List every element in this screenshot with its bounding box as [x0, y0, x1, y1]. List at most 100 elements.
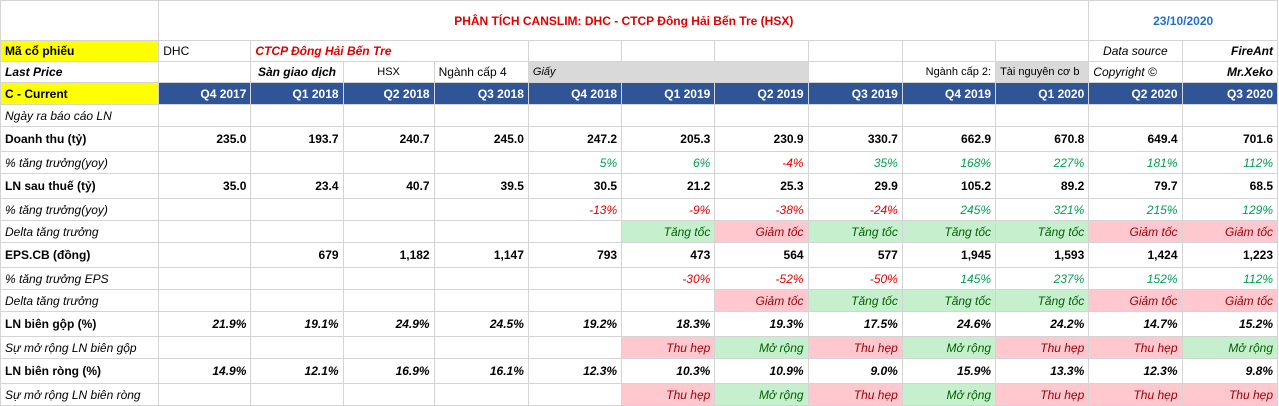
growth-cell[interactable] [433, 198, 529, 221]
growth-cell[interactable]: -38% [714, 198, 809, 221]
row-label[interactable]: Delta tăng trưởng [0, 289, 160, 312]
row-label[interactable]: Doanh thu (tỷ) [0, 126, 160, 152]
quarter-header[interactable]: Q1 2018 [250, 82, 344, 105]
empty-cell[interactable] [158, 104, 252, 127]
value-cell[interactable]: 247.2 [527, 126, 623, 152]
row-label[interactable]: Sự mở rộng LN biên gộp [0, 336, 160, 359]
growth-cell[interactable]: -4% [714, 151, 809, 174]
growth-cell[interactable] [158, 267, 252, 290]
status-badge[interactable]: Thu hẹp [621, 383, 716, 406]
value-cell[interactable]: 21.2 [621, 173, 716, 199]
status-badge[interactable]: Thu hẹp [807, 336, 903, 359]
percent-cell[interactable]: 24.5% [433, 311, 529, 337]
data-source-label[interactable]: Data source [1088, 40, 1183, 62]
status-badge[interactable] [342, 383, 435, 406]
growth-cell[interactable]: 321% [995, 198, 1090, 221]
quarter-header[interactable]: Q4 2017 [158, 82, 252, 105]
value-cell[interactable]: 1,945 [901, 242, 997, 268]
growth-cell[interactable]: 237% [995, 267, 1090, 290]
status-badge[interactable]: Thu hẹp [995, 336, 1090, 359]
value-cell[interactable]: 25.3 [714, 173, 809, 199]
value-cell[interactable] [158, 242, 252, 268]
status-badge[interactable]: Mở rộng [901, 383, 997, 406]
growth-cell[interactable] [342, 151, 435, 174]
status-badge[interactable] [527, 220, 623, 243]
page-title[interactable]: PHÂN TÍCH CANSLIM: DHC - CTCP Đông Hải B… [158, 0, 1090, 41]
status-badge[interactable]: Thu hẹp [807, 383, 903, 406]
last-price-value[interactable] [158, 61, 252, 83]
growth-cell[interactable] [158, 198, 252, 221]
data-source-value[interactable]: FireAnt [1181, 40, 1278, 62]
value-cell[interactable]: 193.7 [250, 126, 344, 152]
growth-cell[interactable]: 112% [1181, 151, 1278, 174]
value-cell[interactable]: 1,424 [1088, 242, 1183, 268]
value-cell[interactable]: 577 [807, 242, 903, 268]
row-label[interactable]: % tăng trưởng EPS [0, 267, 160, 290]
growth-cell[interactable]: 5% [527, 151, 623, 174]
value-cell[interactable]: 79.7 [1088, 173, 1183, 199]
growth-cell[interactable]: -24% [807, 198, 903, 221]
growth-cell[interactable] [342, 267, 435, 290]
quarter-header[interactable]: Q2 2019 [714, 82, 809, 105]
growth-cell[interactable] [342, 198, 435, 221]
status-badge[interactable]: Giảm tốc [1088, 289, 1183, 312]
percent-cell[interactable]: 19.2% [527, 311, 623, 337]
status-badge[interactable] [527, 289, 623, 312]
status-badge[interactable] [158, 289, 252, 312]
empty-cell[interactable] [901, 104, 997, 127]
growth-cell[interactable] [250, 151, 344, 174]
growth-cell[interactable]: 215% [1088, 198, 1183, 221]
growth-cell[interactable] [158, 151, 252, 174]
empty-cell[interactable] [527, 104, 623, 127]
row-label[interactable]: Delta tăng trưởng [0, 220, 160, 243]
growth-cell[interactable]: 6% [621, 151, 716, 174]
growth-cell[interactable]: -30% [621, 267, 716, 290]
blank-cell[interactable] [0, 0, 160, 41]
status-badge[interactable]: Tăng tốc [995, 220, 1090, 243]
value-cell[interactable]: 330.7 [807, 126, 903, 152]
status-badge[interactable] [527, 383, 623, 406]
value-cell[interactable]: 245.0 [433, 126, 529, 152]
growth-cell[interactable] [433, 151, 529, 174]
status-badge[interactable]: Giảm tốc [714, 220, 809, 243]
empty-cell[interactable] [1088, 104, 1183, 127]
value-cell[interactable]: 1,147 [433, 242, 529, 268]
percent-cell[interactable]: 12.1% [250, 358, 344, 384]
row-label[interactable]: EPS.CB (đồng) [0, 242, 160, 268]
quarter-header[interactable]: Q2 2020 [1088, 82, 1183, 105]
status-badge[interactable]: Thu hẹp [995, 383, 1090, 406]
growth-cell[interactable]: 227% [995, 151, 1090, 174]
status-badge[interactable]: Thu hẹp [1088, 336, 1183, 359]
empty-cell[interactable] [807, 61, 903, 83]
industry2-value[interactable]: Tài nguyên cơ b [995, 61, 1090, 83]
status-badge[interactable]: Giảm tốc [1088, 220, 1183, 243]
status-badge[interactable] [158, 336, 252, 359]
value-cell[interactable]: 235.0 [158, 126, 252, 152]
growth-cell[interactable]: 245% [901, 198, 997, 221]
value-cell[interactable]: 230.9 [714, 126, 809, 152]
empty-cell[interactable] [1181, 104, 1278, 127]
status-badge[interactable] [250, 383, 344, 406]
quarter-header[interactable]: Q4 2019 [901, 82, 997, 105]
status-badge[interactable]: Mở rộng [1181, 336, 1278, 359]
growth-cell[interactable]: -50% [807, 267, 903, 290]
growth-cell[interactable]: 181% [1088, 151, 1183, 174]
status-badge[interactable]: Tăng tốc [621, 220, 716, 243]
growth-cell[interactable]: 152% [1088, 267, 1183, 290]
value-cell[interactable]: 1,593 [995, 242, 1090, 268]
status-badge[interactable] [158, 220, 252, 243]
growth-cell[interactable]: 145% [901, 267, 997, 290]
percent-cell[interactable]: 16.9% [342, 358, 435, 384]
value-cell[interactable]: 473 [621, 242, 716, 268]
growth-cell[interactable]: -52% [714, 267, 809, 290]
row-label[interactable]: Ngày ra báo cáo LN [0, 104, 160, 127]
industry4-label[interactable]: Ngành cấp 4 [433, 61, 529, 83]
quarter-header[interactable]: Q3 2019 [807, 82, 903, 105]
percent-cell[interactable]: 16.1% [433, 358, 529, 384]
status-badge[interactable]: Giảm tốc [714, 289, 809, 312]
value-cell[interactable]: 35.0 [158, 173, 252, 199]
status-badge[interactable] [250, 220, 344, 243]
quarter-header[interactable]: Q3 2018 [433, 82, 529, 105]
percent-cell[interactable]: 19.3% [714, 311, 809, 337]
status-badge[interactable]: Thu hẹp [1088, 383, 1183, 406]
